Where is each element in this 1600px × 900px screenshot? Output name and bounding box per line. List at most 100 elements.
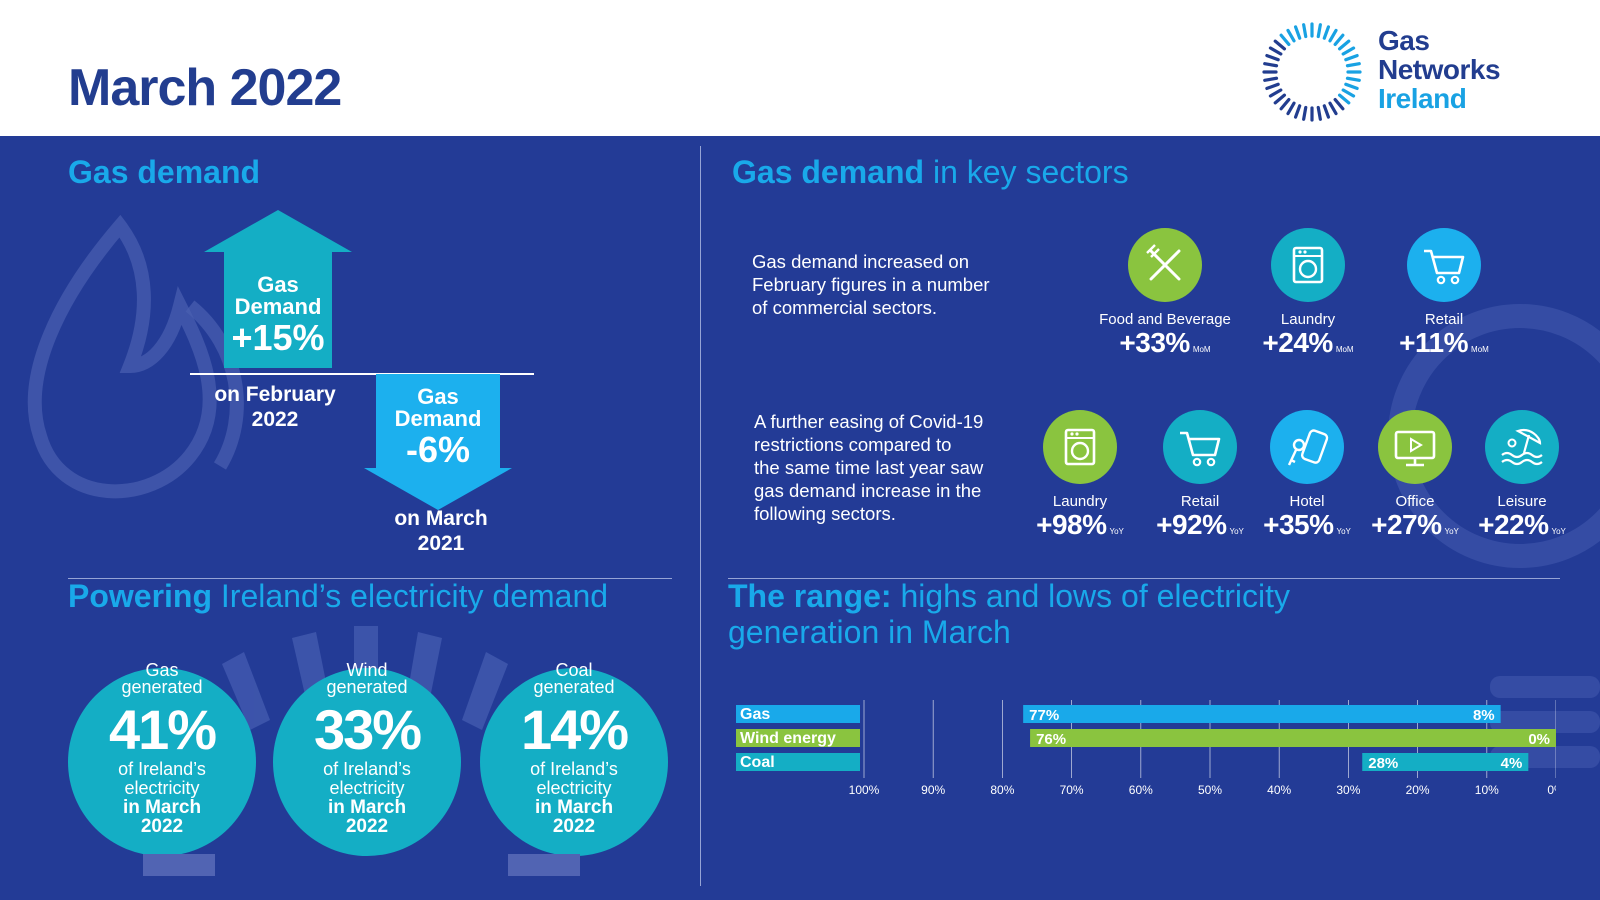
logo-wordmark: Gas Networks Ireland (1378, 25, 1501, 113)
x-tick-label: 40% (1267, 783, 1291, 797)
circle-bold-text: in March 2022 (68, 798, 256, 836)
generation-circle: Coal generated 14% of Ireland’s electricity i… (480, 661, 668, 856)
sector-value: +11% MoM (1374, 328, 1514, 365)
mom-intro-line: of commercial sectors. (752, 297, 938, 318)
sector-percent: +24% (1262, 327, 1333, 358)
sector-value: +35% YoY (1237, 510, 1377, 547)
logo-ring-tick (1328, 28, 1338, 43)
sector-value: +27% YoY (1345, 510, 1485, 547)
range-title: The range: highs and lows of electricity… (728, 578, 1290, 650)
range-bar (1362, 753, 1529, 771)
sector-icon-circle (1378, 410, 1452, 484)
sector-unit: MoM (1192, 345, 1211, 354)
circle-bold-line1: in March (327, 797, 407, 818)
sector-unit: YoY (1336, 527, 1351, 536)
sector-retail: Retail +92% YoY (1130, 410, 1270, 547)
sector-office: Office +27% YoY (1345, 410, 1485, 547)
sector-label: Office (1395, 493, 1435, 510)
logo-ring-tick (1302, 23, 1308, 39)
shopping-cart-icon (1180, 431, 1221, 467)
cutlery-icon (1146, 244, 1181, 281)
sector-label: Food and Beverage (1099, 311, 1231, 328)
gas-demand-up-label: Gas Demand +15% (212, 274, 344, 358)
sector-value: +98% YoY (1010, 510, 1150, 547)
sector-icon-circle (1407, 228, 1481, 302)
logo-ring-tick (1337, 93, 1351, 105)
range-title-line2: generation in March (728, 614, 1011, 650)
bulb-base-decoration (508, 854, 580, 876)
x-tick-label: 10% (1475, 783, 1499, 797)
logo-ring-tick (1333, 33, 1345, 47)
yoy-intro-line: the same time last year saw (754, 457, 984, 478)
circle-bold-line1: in March (122, 797, 202, 818)
x-tick-label: 70% (1060, 783, 1084, 797)
gas-demand-title: Gas demand (68, 154, 261, 190)
range-chart: 100% 90% 80% 70% 60% 50% 40% 30% 20% 10% 0% Gas 77% 8… (736, 700, 1556, 797)
sector-label: Laundry (1052, 493, 1108, 510)
sector-percent: +35% (1263, 509, 1334, 540)
monitor-icon (1394, 430, 1436, 467)
circle-sub-line2: electricity (329, 778, 405, 798)
x-tick-label: 30% (1336, 783, 1360, 797)
sector-percent: +27% (1371, 509, 1442, 540)
circle-heading: Gas generated (68, 661, 256, 697)
logo-ring-tick (1345, 62, 1361, 68)
gas-demand-up-line1: Gas (257, 272, 299, 297)
circle-bold-line2: 2022 (345, 816, 389, 837)
range-low-label: 8% (1473, 707, 1495, 724)
logo-ring-tick (1345, 76, 1361, 82)
x-tick-label: 0% (1547, 783, 1556, 797)
category-label: Gas (740, 706, 770, 723)
logo-ring-tick (1293, 104, 1302, 119)
flame-outline-icon (27, 214, 217, 499)
circle-sub-line2: electricity (536, 778, 612, 798)
sector-unit: YoY (1551, 527, 1566, 536)
category-label-bar (736, 753, 860, 771)
yoy-intro-line: following sectors. (754, 503, 896, 524)
logo-ring-tick (1316, 23, 1322, 39)
sector-icon-circle (1128, 228, 1202, 302)
circle-sub-line2: electricity (124, 778, 200, 798)
range-low-label: 4% (1501, 755, 1523, 772)
circle-subtext: of Ireland’s electricity (273, 760, 461, 798)
circle-heading-line2: generated (121, 677, 203, 697)
logo-ring-tick (1337, 39, 1351, 51)
mom-intro-line: February figures in a number (752, 274, 990, 295)
circle-sub-line1: of Ireland’s (118, 759, 206, 779)
x-tick-label: 50% (1198, 783, 1222, 797)
sector-unit: MoM (1471, 345, 1489, 354)
x-tick-label: 60% (1129, 783, 1153, 797)
range-bar (1030, 729, 1556, 747)
powering-title: Powering Ireland’s electricity demand (68, 578, 609, 614)
circle-heading: Coal generated (480, 660, 668, 696)
page-title: March 2022 (68, 59, 342, 117)
logo-ring-tick (1273, 39, 1287, 51)
mom-intro-line: Gas demand increased on (752, 251, 969, 272)
circle-heading-line1: Coal (555, 660, 593, 680)
gas-demand-up-caption: on February 2022 (198, 382, 352, 432)
yoy-intro-text: A further easing of Covid-19 restriction… (754, 410, 983, 525)
sector-label: Retail (1180, 493, 1220, 510)
range-low-label: 0% (1528, 731, 1550, 748)
range-bar (1023, 705, 1501, 723)
sectors-title: Gas demand in key sectors (732, 154, 1129, 190)
logo-ring-tick (1279, 97, 1291, 111)
logo-line-1: Gas (1378, 25, 1430, 56)
sector-unit: MoM (1335, 345, 1354, 354)
sector-value: +33% MoM (1095, 328, 1235, 365)
logo-ring-icon (1262, 22, 1362, 122)
logo-ring-tick (1341, 46, 1356, 56)
sector-value: +22% YoY (1452, 510, 1592, 547)
circle-percent: 33% (313, 698, 422, 761)
sector-laundry: Laundry +98% YoY (1010, 410, 1150, 547)
gas-demand-down-label: Gas Demand -6% (372, 386, 504, 470)
circle-percent: 14% (520, 698, 629, 761)
horizontal-divider-right (728, 578, 1560, 579)
vertical-divider (700, 146, 701, 886)
gas-demand-down-line1: Gas (417, 384, 459, 409)
sector-value: +92% YoY (1130, 510, 1270, 547)
x-tick-label: 100% (849, 783, 880, 797)
circle-sub-line1: of Ireland’s (323, 759, 411, 779)
logo-ring-tick (1265, 53, 1280, 62)
gas-demand-down-caption: on March 2021 (364, 506, 518, 556)
